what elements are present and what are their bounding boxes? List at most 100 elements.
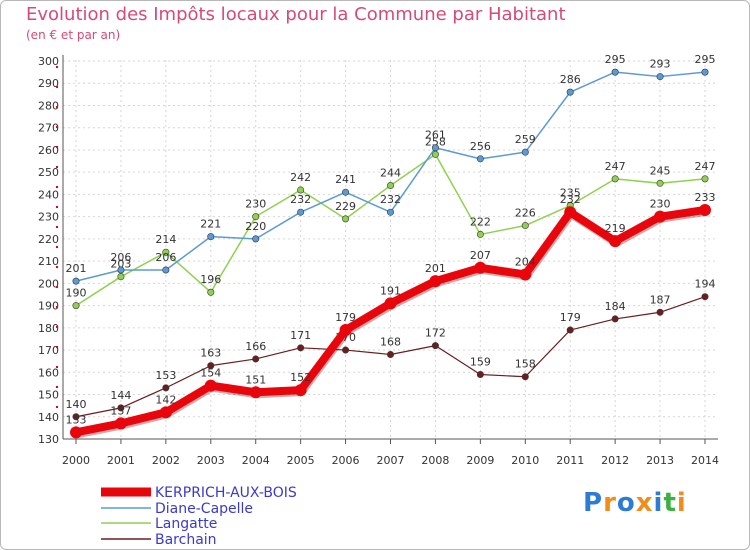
data-label: 204 (515, 255, 536, 268)
data-label: 152 (290, 371, 311, 384)
data-point (72, 277, 80, 285)
data-point (521, 373, 529, 381)
x-tick-label: 2001 (107, 454, 135, 467)
data-point (249, 386, 262, 399)
y-tick-label: 140 (38, 411, 59, 424)
logo-letter: i (653, 488, 664, 518)
data-point (521, 148, 529, 156)
data-label: 206 (155, 251, 176, 264)
data-point (656, 308, 664, 316)
series-langatte: 190 203 214 196 230 242 229 244 258 222 226 235 247 2… (66, 135, 716, 310)
data-label: 159 (470, 356, 491, 369)
data-label: 247 (605, 160, 626, 173)
data-point (521, 222, 529, 230)
data-label: 261 (425, 129, 446, 142)
data-point (162, 384, 170, 392)
logo-letter: P (583, 488, 604, 518)
data-label: 241 (335, 173, 356, 186)
y-tick-label: 270 (38, 122, 59, 135)
data-point (159, 406, 172, 419)
data-point (339, 324, 352, 337)
data-label: 168 (380, 336, 401, 349)
data-point (566, 88, 574, 96)
data-label: 233 (695, 191, 716, 204)
data-point (70, 426, 82, 439)
data-point (386, 208, 394, 216)
x-tick-label: 2012 (601, 454, 629, 467)
data-point (476, 155, 484, 163)
data-point (474, 261, 487, 274)
data-label: 295 (695, 53, 716, 66)
data-label: 207 (470, 249, 491, 262)
data-point (386, 351, 394, 359)
legend-label: Barchain (155, 532, 217, 548)
data-label: 222 (470, 215, 491, 228)
data-point (701, 293, 709, 301)
data-point (656, 179, 664, 187)
y-tick-label: 220 (38, 233, 59, 246)
legend: KERPRICH-AUX-BOISDiane-CapelleLangatteBa… (101, 485, 297, 548)
x-tick-label: 2005 (287, 454, 315, 467)
data-point (252, 235, 260, 243)
y-tick-label: 250 (38, 166, 59, 179)
data-label: 142 (155, 393, 176, 406)
y-tick-label: 150 (38, 389, 59, 402)
x-tick-label: 2013 (646, 454, 674, 467)
x-tick-label: 2007 (377, 454, 405, 467)
data-label: 295 (605, 53, 626, 66)
data-point (204, 379, 217, 392)
data-label: 242 (290, 171, 311, 184)
data-point (207, 362, 215, 370)
data-point (654, 210, 667, 223)
y-tick-label: 280 (38, 99, 59, 112)
data-label: 201 (66, 262, 87, 275)
data-label: 158 (515, 358, 536, 371)
data-point (72, 413, 80, 421)
y-tick-label: 300 (38, 55, 59, 68)
data-label: 244 (380, 167, 401, 180)
data-point (611, 68, 619, 76)
x-tick-label: 2006 (332, 454, 360, 467)
data-point (207, 288, 215, 296)
logo-letter: x (635, 488, 654, 518)
data-point (656, 73, 664, 81)
x-tick-label: 2008 (421, 454, 449, 467)
data-point (611, 175, 619, 183)
data-label: 163 (200, 347, 221, 360)
y-tick-label: 290 (38, 77, 59, 90)
y-tick-label: 190 (38, 300, 59, 313)
chart-subtitle: (en € et par an) (26, 28, 121, 42)
data-point (162, 266, 170, 274)
data-label: 232 (290, 193, 311, 206)
data-point (431, 144, 439, 152)
data-label: 194 (695, 278, 716, 291)
data-point (429, 275, 442, 288)
data-label: 226 (515, 207, 536, 220)
legend-label: Langatte (155, 516, 217, 532)
data-label: 166 (245, 340, 266, 353)
data-label: 220 (245, 220, 266, 233)
logo-letter: r (603, 488, 617, 518)
data-point (72, 302, 80, 310)
data-label: 153 (155, 369, 176, 382)
data-label: 172 (425, 327, 446, 340)
data-point (566, 326, 574, 334)
data-point (117, 404, 125, 412)
data-point (297, 344, 305, 352)
y-tick-label: 210 (38, 255, 59, 268)
data-point (117, 266, 125, 274)
data-point (297, 208, 305, 216)
data-label: 259 (515, 133, 536, 146)
x-tick-label: 2002 (152, 454, 180, 467)
data-label: 196 (200, 273, 221, 286)
data-label: 256 (470, 140, 491, 153)
data-label: 190 (66, 287, 87, 300)
x-tick-label: 2009 (466, 454, 494, 467)
data-point (476, 371, 484, 379)
x-tick-label: 2003 (197, 454, 225, 467)
data-point (476, 230, 484, 238)
y-tick-label: 180 (38, 322, 59, 335)
data-label: 154 (200, 367, 221, 380)
data-point (699, 203, 711, 216)
